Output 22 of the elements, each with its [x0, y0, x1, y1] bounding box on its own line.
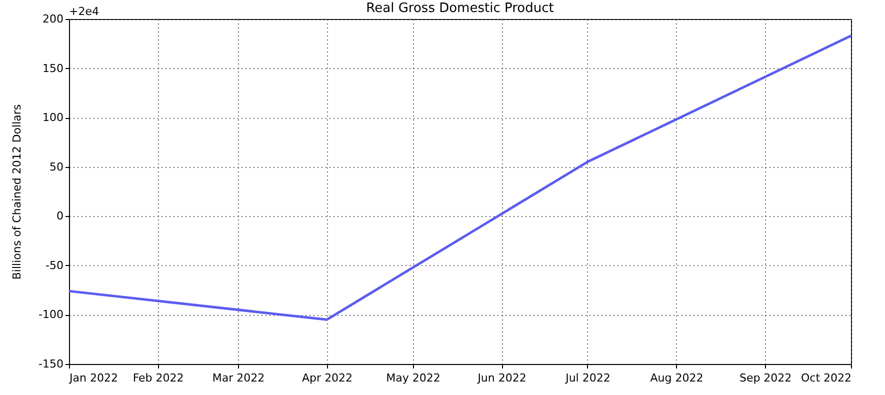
y-tick-label: -50 — [46, 258, 64, 272]
x-tick-label: May 2022 — [386, 372, 440, 384]
y-tick-label: 0 — [56, 210, 64, 223]
y-tick-label: 150 — [42, 62, 64, 75]
line-series — [68, 34, 852, 321]
x-tick-label: Mar 2022 — [212, 372, 265, 384]
x-tick-label: Jul 2022 — [564, 372, 610, 384]
x-tick-label: Sep 2022 — [739, 372, 792, 384]
x-tick-label: Aug 2022 — [650, 372, 704, 384]
y-tick-label: 100 — [42, 111, 64, 124]
x-tick-label: Oct 2022 — [800, 372, 852, 384]
chart-title: Real Gross Domestic Product — [366, 1, 554, 16]
y-tick-label: 200 — [42, 12, 64, 26]
y-tick-label: 50 — [50, 160, 64, 174]
y-tick-label: -100 — [38, 308, 64, 322]
y-axis-title: Billions of Chained 2012 Dollars — [10, 104, 24, 280]
x-tick-label: Jan 2022 — [68, 372, 118, 384]
text: +2e4 — [69, 5, 99, 18]
y-tick-label: -150 — [38, 358, 64, 370]
x-tick-label: Apr 2022 — [302, 372, 353, 384]
x-tick-label: Jun 2022 — [476, 372, 526, 384]
x-tick-label: Feb 2022 — [132, 372, 184, 384]
